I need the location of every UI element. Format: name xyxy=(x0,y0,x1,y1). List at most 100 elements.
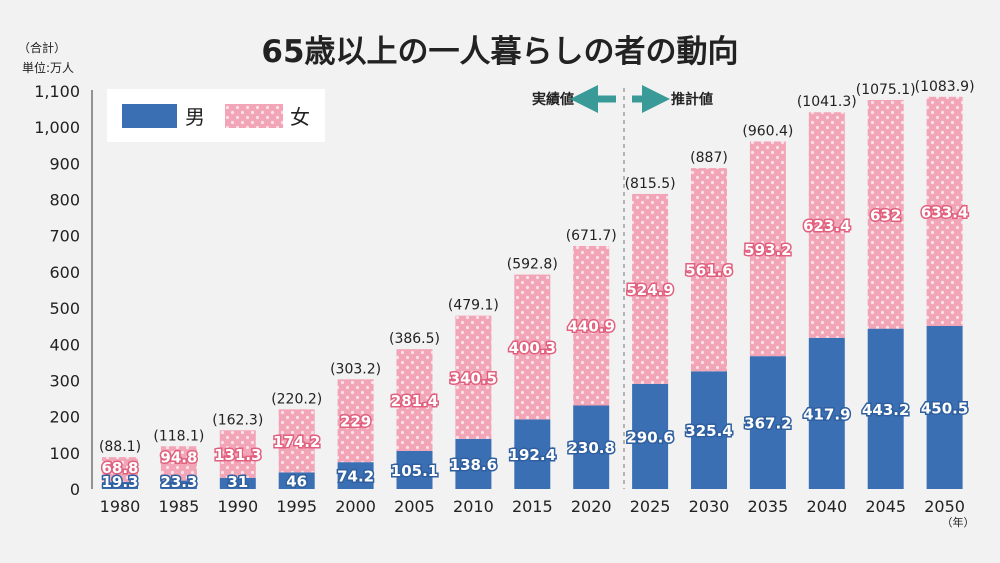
total-label: (220.2) xyxy=(271,391,322,407)
data-label-male: 138.6 xyxy=(450,456,497,474)
data-label-male: 19.3 xyxy=(101,473,138,491)
y-tick-label: 1,100 xyxy=(34,82,80,101)
total-label: (1075.1) xyxy=(856,82,916,98)
bar-female xyxy=(691,168,727,372)
bar-female xyxy=(160,446,197,481)
x-tick-label: 2050 xyxy=(924,497,965,516)
y-tick-label: 300 xyxy=(49,371,80,390)
y-tick-label: 700 xyxy=(49,227,80,246)
data-label-male: 230.8 xyxy=(567,439,614,457)
data-label-male: 192.4 xyxy=(509,446,556,464)
bar-female xyxy=(396,349,433,451)
legend-label-male: 男 xyxy=(185,105,205,129)
bar-female xyxy=(337,379,374,463)
data-label-male: 290.6 xyxy=(626,428,673,446)
data-label-female: 561.6 xyxy=(685,262,732,280)
y-axis-total-label: （合計） xyxy=(18,40,66,55)
total-label: (887) xyxy=(690,150,728,166)
x-tick-label: 2040 xyxy=(806,497,847,516)
y-tick-label: 400 xyxy=(49,335,80,354)
data-label-female: 340.5 xyxy=(450,369,497,387)
bar-female xyxy=(749,141,786,357)
total-label: (1083.9) xyxy=(915,79,975,95)
x-tick-label: 1985 xyxy=(159,497,200,516)
bar-female xyxy=(573,245,610,406)
bar-male xyxy=(455,438,492,489)
actual-values-label: 実績値 xyxy=(532,91,574,108)
bar-female xyxy=(102,457,138,483)
data-label-female: 281.4 xyxy=(391,392,438,410)
y-tick-label: 100 xyxy=(49,444,80,463)
bar-male xyxy=(102,482,138,489)
bar-male xyxy=(278,472,315,489)
bar-male xyxy=(632,383,669,489)
data-label-male: 74.2 xyxy=(337,468,374,486)
y-tick-label: 500 xyxy=(49,299,80,318)
x-tick-label: 2015 xyxy=(512,497,553,516)
bar-female xyxy=(278,409,315,473)
bar-male xyxy=(514,419,551,489)
bar-female xyxy=(926,96,963,327)
bar-male xyxy=(926,326,963,489)
total-label: (88.1) xyxy=(99,439,141,455)
bar-female xyxy=(514,274,551,420)
data-label-female: 593.2 xyxy=(744,241,791,259)
legend-label-female: 女 xyxy=(290,105,310,129)
y-tick-label: 800 xyxy=(49,191,80,210)
data-label-male: 443.2 xyxy=(862,401,909,419)
data-label-female: 633.4 xyxy=(921,203,968,221)
data-label-female: 68.8 xyxy=(101,459,138,477)
bar-male xyxy=(160,480,197,489)
data-label-male: 417.9 xyxy=(803,405,850,423)
data-label-female: 623.4 xyxy=(803,217,850,235)
data-label-female: 524.9 xyxy=(626,281,673,299)
chart-title: 65歳以上の一人暮らしの者の動向 xyxy=(261,34,738,70)
legend: 男 女 xyxy=(107,89,325,142)
legend-swatch-male xyxy=(122,104,177,128)
total-label: (815.5) xyxy=(625,176,676,192)
total-label: (118.1) xyxy=(153,428,204,444)
data-label-male: 450.5 xyxy=(921,400,968,418)
y-tick-label: 900 xyxy=(49,154,80,173)
data-label-male: 23.3 xyxy=(160,473,197,491)
data-label-male: 46 xyxy=(286,473,307,491)
data-label-female: 174.2 xyxy=(273,433,320,451)
total-label: (162.3) xyxy=(212,412,263,428)
bar-male xyxy=(337,462,374,489)
data-label-female: 94.8 xyxy=(160,448,197,466)
x-tick-label: 1995 xyxy=(276,497,317,516)
x-tick-label: 2010 xyxy=(453,497,494,516)
bar-female xyxy=(808,112,845,338)
data-label-female: 440.9 xyxy=(567,318,614,336)
total-label: (592.8) xyxy=(507,257,558,273)
total-label: (671.7) xyxy=(566,228,617,244)
data-label-male: 325.4 xyxy=(685,422,732,440)
x-tick-label: 2035 xyxy=(748,497,789,516)
x-tick-label: 2005 xyxy=(394,497,435,516)
x-tick-label: 1980 xyxy=(100,497,141,516)
y-tick-label: 200 xyxy=(49,408,80,427)
y-tick-label: 600 xyxy=(49,263,80,282)
bar-male xyxy=(808,337,845,489)
x-tick-label: 2045 xyxy=(865,497,906,516)
data-label-female: 229 xyxy=(340,413,371,431)
data-label-male: 31 xyxy=(227,473,248,491)
x-tick-label: 2030 xyxy=(689,497,730,516)
total-label: (479.1) xyxy=(448,298,499,314)
x-tick-label: 1990 xyxy=(217,497,258,516)
y-axis-unit-label: 単位:万人 xyxy=(22,60,74,75)
bar-male xyxy=(749,356,786,489)
bar-male xyxy=(691,371,727,489)
x-tick-label: 2025 xyxy=(630,497,671,516)
bar-female xyxy=(867,99,904,329)
data-label-male: 367.2 xyxy=(744,415,791,433)
data-label-female: 632 xyxy=(870,206,901,224)
x-axis-unit: （年） xyxy=(942,515,975,529)
bar-male xyxy=(573,405,610,489)
legend-swatch-female xyxy=(225,104,283,128)
bar-male xyxy=(867,328,904,489)
bar-male xyxy=(219,477,256,489)
data-label-female: 131.3 xyxy=(214,446,261,464)
x-tick-label: 2000 xyxy=(335,497,376,516)
